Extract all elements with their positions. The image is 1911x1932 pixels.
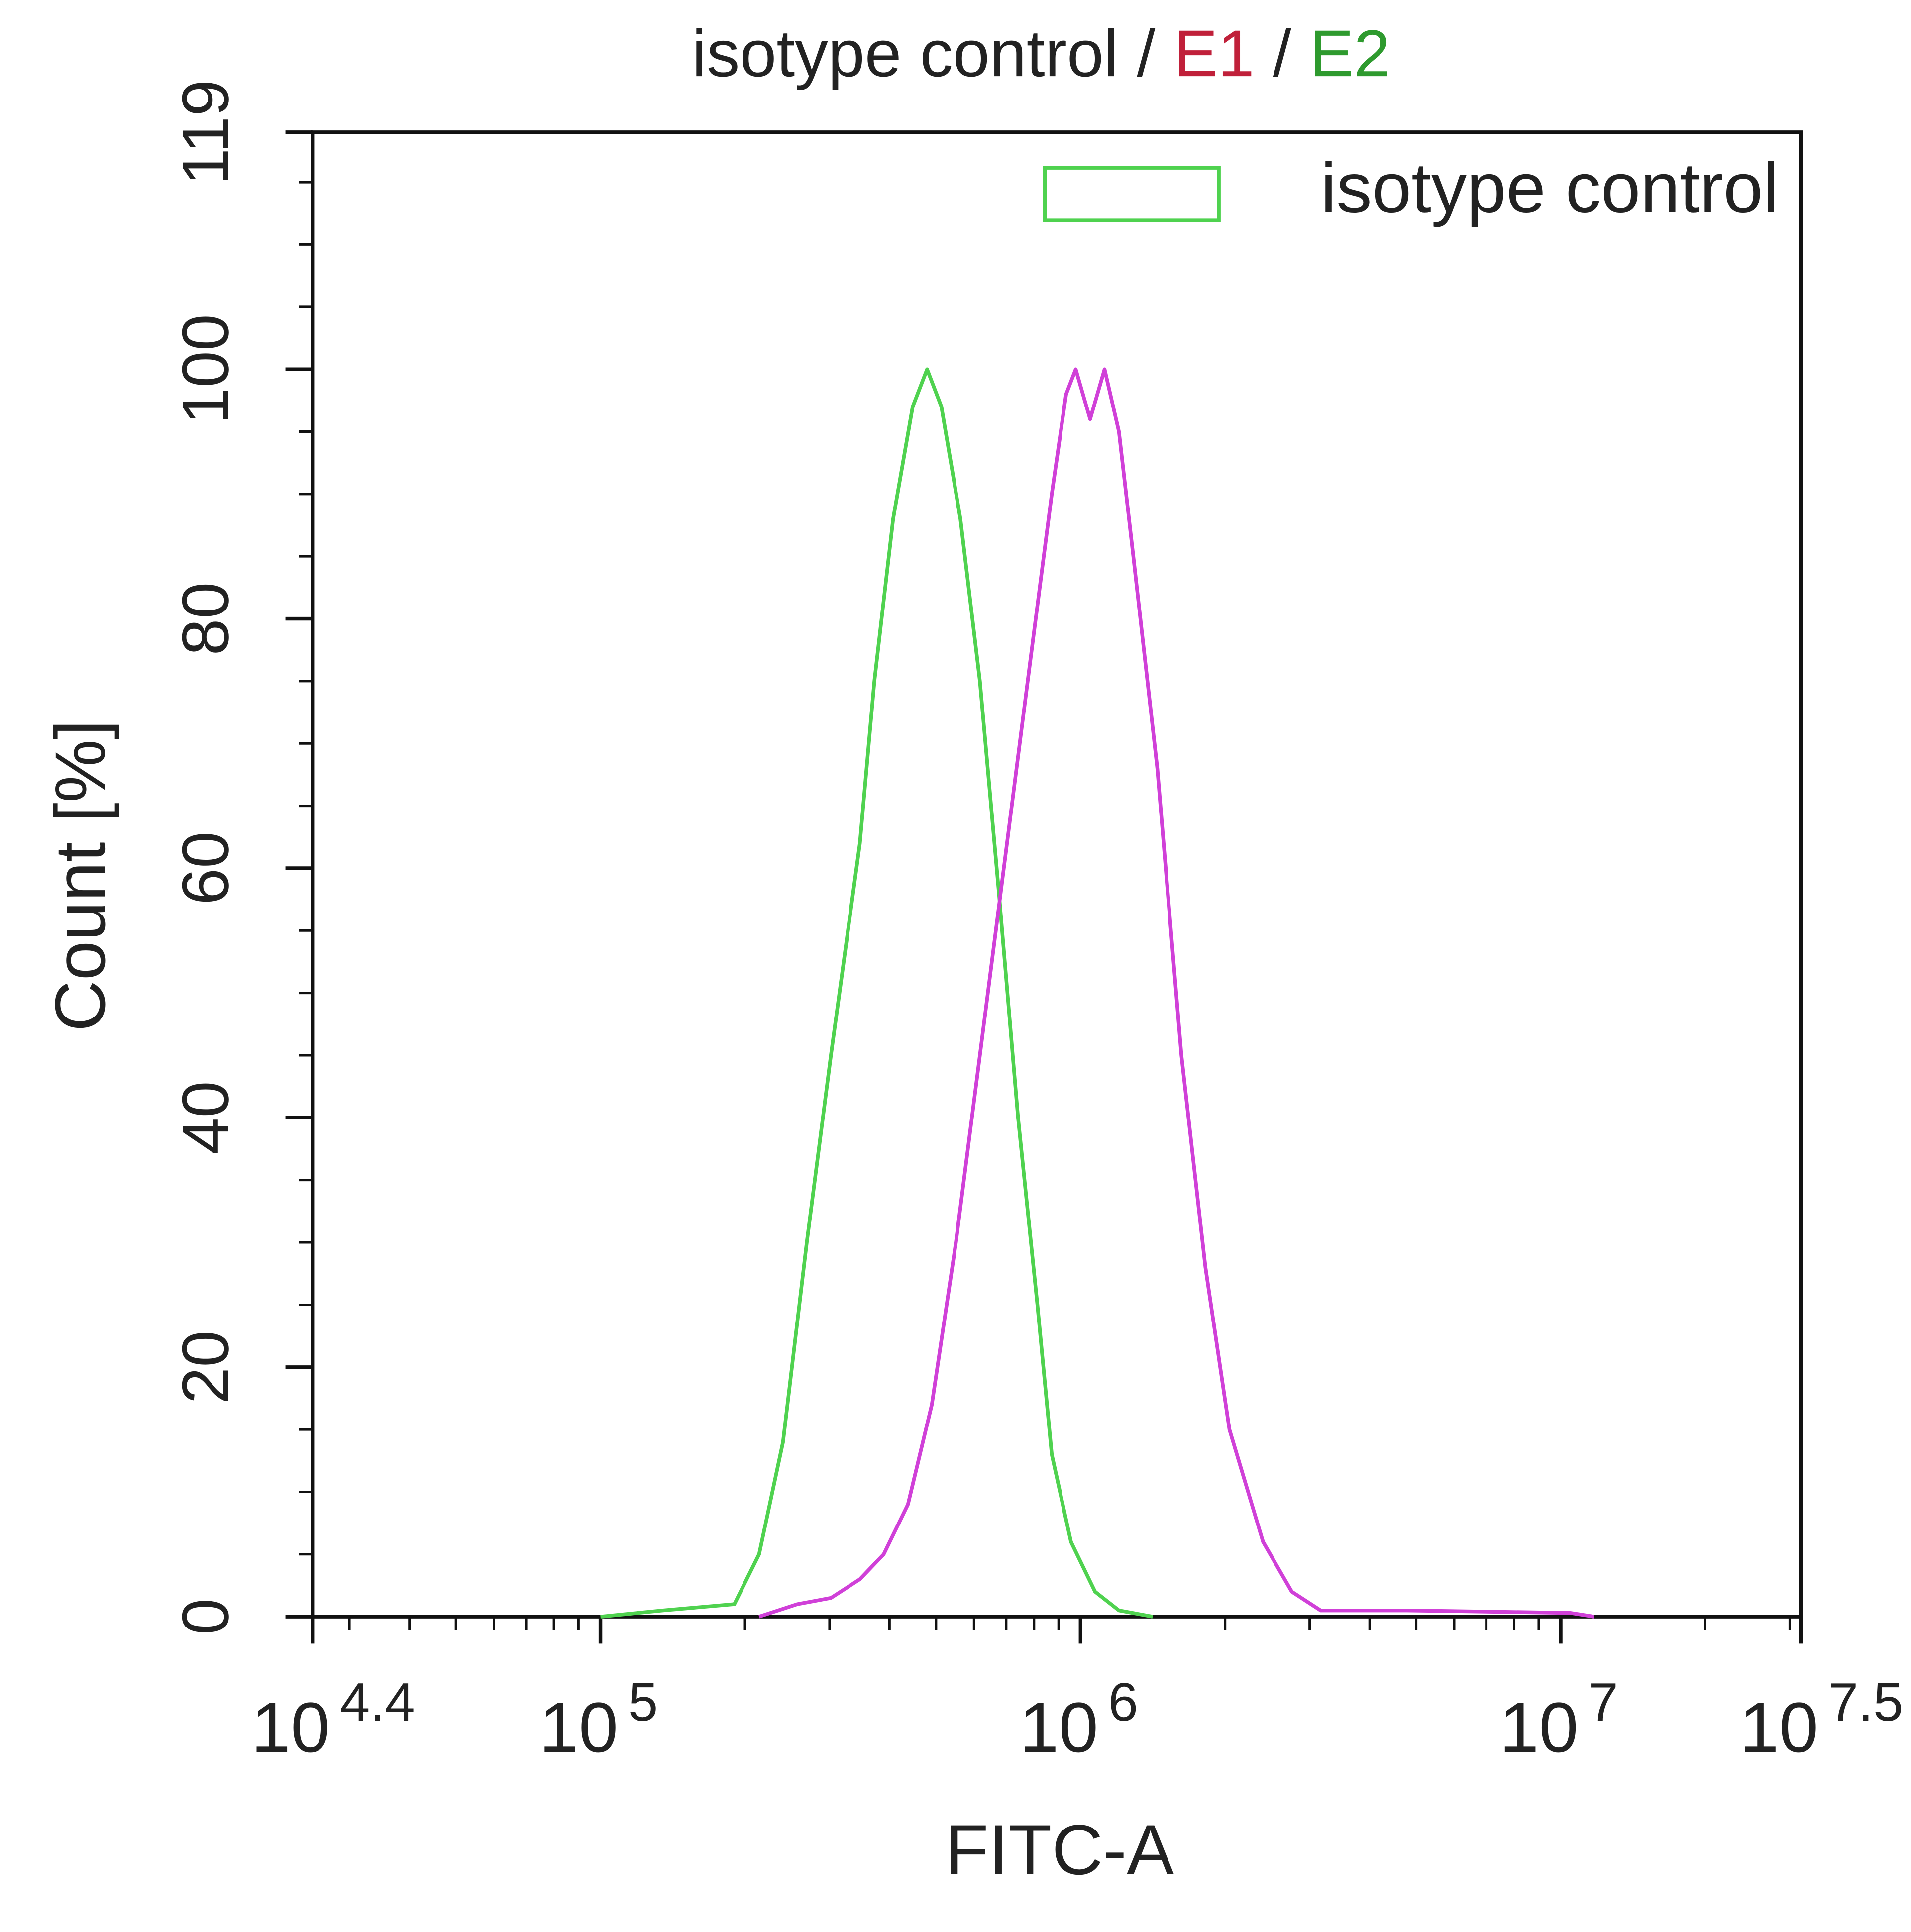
- title-part: /: [1273, 17, 1291, 91]
- title-part: /: [1137, 17, 1155, 91]
- series-line: [758, 367, 1595, 1619]
- series-line: [600, 367, 1153, 1619]
- x-tick-exponent: 7.5: [1828, 1671, 1904, 1731]
- x-tick-label: 10 7.5: [1739, 1671, 1903, 1767]
- x-tick-label: 10 7: [1499, 1671, 1618, 1767]
- y-axis-label: Count [%]: [41, 720, 120, 1032]
- title-part: E2: [1310, 17, 1391, 91]
- y-tick-label: 60: [169, 831, 243, 905]
- y-tick-label: 119: [169, 80, 243, 185]
- x-tick-base: 10: [539, 1688, 618, 1767]
- plot-frame: [311, 130, 1803, 1619]
- x-tick-label: 10 4.4: [251, 1671, 415, 1767]
- y-tick-label: 0: [169, 1598, 243, 1635]
- x-tick-exponent: 4.4: [340, 1671, 415, 1731]
- x-tick-base: 10: [251, 1688, 330, 1767]
- chart-title: isotype control / E1 / E2: [692, 17, 1390, 91]
- x-tick-exponent: 7: [1588, 1671, 1618, 1731]
- y-tick-label: 80: [169, 582, 243, 656]
- x-tick-base: 10: [1499, 1688, 1579, 1767]
- x-axis-label: FITC-A: [945, 1811, 1174, 1890]
- x-tick-base: 10: [1739, 1688, 1818, 1767]
- x-tick-base: 10: [1019, 1688, 1098, 1767]
- title-part: E1: [1173, 17, 1255, 91]
- y-tick-label: 20: [169, 1330, 243, 1404]
- x-tick-label: 10 5: [539, 1671, 658, 1767]
- x-tick-exponent: 5: [628, 1671, 658, 1731]
- y-tick-label: 100: [169, 314, 243, 424]
- x-tick-label: 10 6: [1019, 1671, 1138, 1767]
- y-tick-label: 40: [169, 1081, 243, 1154]
- title-part: isotype control: [692, 17, 1118, 91]
- legend-label: isotype control: [1321, 149, 1779, 228]
- legend-swatch: [1043, 166, 1221, 222]
- x-tick-exponent: 6: [1108, 1671, 1138, 1731]
